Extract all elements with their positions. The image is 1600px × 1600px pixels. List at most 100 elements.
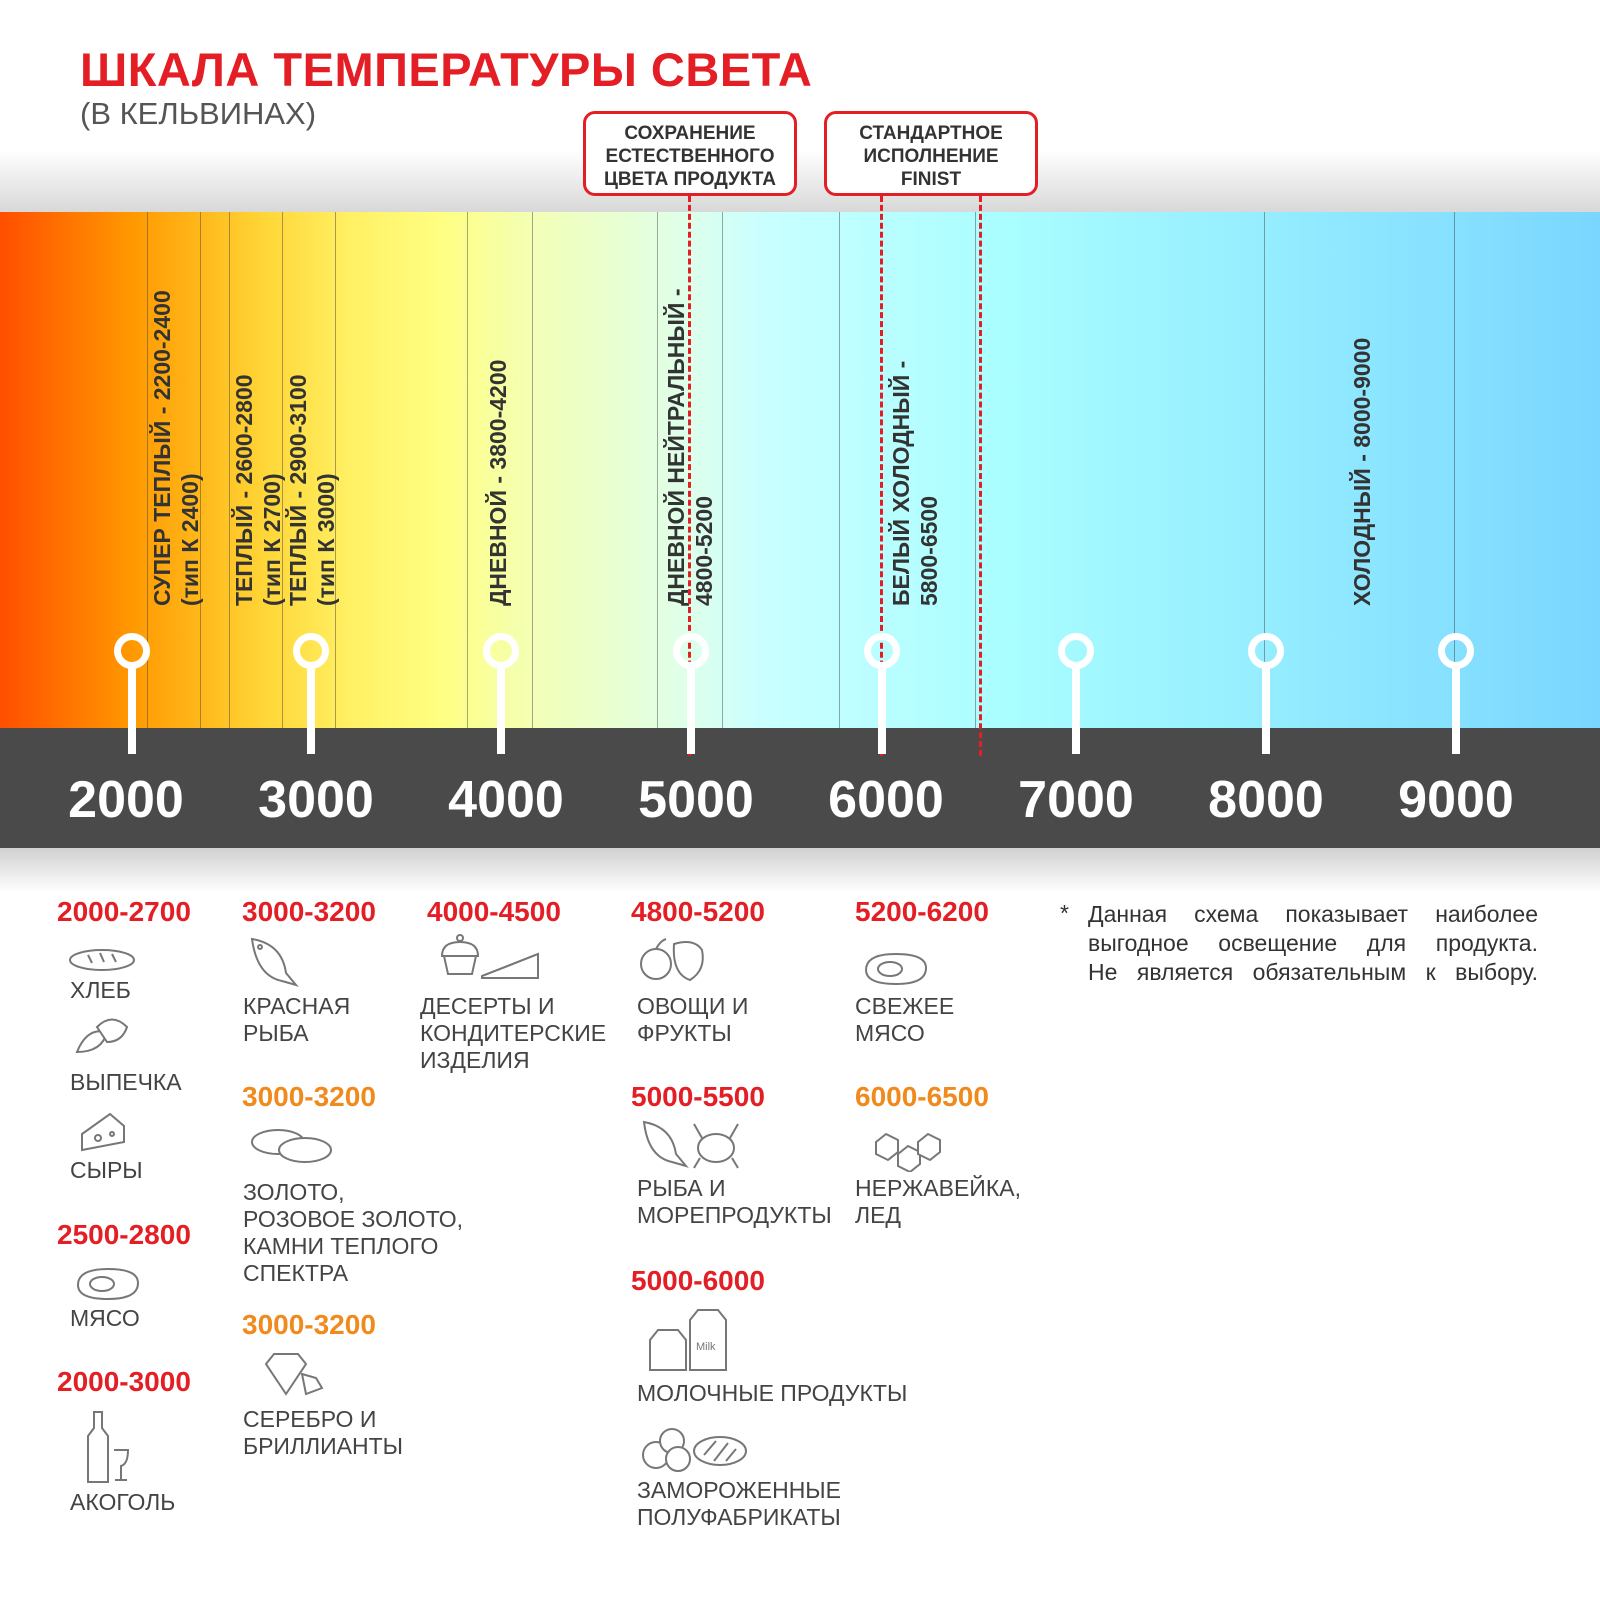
cheese-icon <box>81 1112 125 1152</box>
zone-label-warm-3000: ТЕПЛЫЙ - 2900-3100 (тип К 3000) <box>285 374 339 606</box>
range-heading: 4800-5200 <box>631 896 765 927</box>
range-heading: 6000-6500 <box>855 1081 989 1112</box>
natural-color-marker-line <box>688 196 691 756</box>
scale-pin <box>864 633 900 669</box>
fish-icon <box>250 937 299 987</box>
scale-pin <box>114 633 150 669</box>
callout-line: ЕСТЕСТВЕННОГО <box>605 146 775 167</box>
range-heading: 3000-3200 <box>242 1081 376 1112</box>
product-seafood: РЫБА И МОРЕПРОДУКТЫ <box>637 1175 832 1228</box>
alcohol-icon <box>87 1411 130 1483</box>
color-temperature-spectrum <box>0 212 1600 728</box>
scale-pin <box>483 633 519 669</box>
range-heading: 2000-3000 <box>57 1366 191 1397</box>
callout-standard-finist: СТАНДАРТНОЕ ИСПОЛНЕНИЕ FINIST <box>824 111 1038 196</box>
range-heading: 4000-4500 <box>427 896 561 927</box>
bottom-shadow <box>0 848 1600 892</box>
product-pastry: ВЫПЕЧКА <box>70 1069 182 1095</box>
scale-tick-6000: 6000 <box>828 771 944 829</box>
range-heading: 5000-5500 <box>631 1081 765 1112</box>
dairy-icon: Milk <box>649 1309 727 1371</box>
desserts-icon <box>440 934 539 979</box>
scale-pin-stem <box>1072 666 1080 754</box>
zone-divider <box>839 212 840 728</box>
zone-divider <box>200 212 201 728</box>
vegetables-fruits-icon <box>640 938 704 982</box>
svg-text:Milk: Milk <box>696 1341 716 1353</box>
product-alcohol: АКОГОЛЬ <box>70 1489 176 1515</box>
note-line: Данная схема показывает наиболее <box>1088 901 1538 927</box>
range-heading: 2500-2800 <box>57 1219 191 1250</box>
zone-label-cool-white: БЕЛЫЙ ХОЛОДНЫЙ -5800-6500 <box>888 360 942 606</box>
product-cheese: СЫРЫ <box>70 1157 143 1183</box>
zone-divider <box>147 212 148 728</box>
range-heading: 5200-6200 <box>855 896 989 927</box>
top-shadow <box>0 150 1600 212</box>
product-dairy: МОЛОЧНЫЕ ПРОДУКТЫ <box>637 1380 908 1406</box>
scale-tick-4000: 4000 <box>448 771 564 829</box>
zone-divider <box>1454 212 1455 728</box>
zone-label-super-warm: СУПЕР ТЕПЛЫЙ - 2200-2400 (тип К 2400) <box>149 290 203 606</box>
scale-pin-stem <box>878 666 886 754</box>
product-red-fish: КРАСНАЯ РЫБА <box>243 993 351 1046</box>
zone-divider <box>722 212 723 728</box>
scale-pin <box>673 633 709 669</box>
product-fresh-meat: СВЕЖЕЕ МЯСО <box>855 993 955 1046</box>
callout-line: ИСПОЛНЕНИЕ <box>863 146 999 167</box>
meat-icon <box>76 1267 140 1301</box>
scale-pin-stem <box>687 666 695 754</box>
scale-tick-9000: 9000 <box>1398 771 1514 829</box>
scale-pin-stem <box>128 666 136 754</box>
product-bread: ХЛЕБ <box>70 977 131 1003</box>
scale-tick-7000: 7000 <box>1018 771 1134 829</box>
product-vegetables: ОВОЩИ И ФРУКТЫ <box>637 993 749 1046</box>
zone-divider <box>975 212 976 728</box>
zone-label-warm-2700: ТЕПЛЫЙ - 2600-2800 (тип К 2700) <box>231 374 285 606</box>
note-line: Не является обязательным к выбору. <box>1088 959 1538 985</box>
scale-tick-2000: 2000 <box>68 771 184 829</box>
zone-divider <box>1264 212 1265 728</box>
range-heading: 3000-3200 <box>242 896 376 927</box>
scale-pin-stem <box>307 666 315 754</box>
scale-pin <box>1058 633 1094 669</box>
callout-line: СОХРАНЕНИЕ <box>624 123 756 144</box>
scale-pin <box>1248 633 1284 669</box>
product-meat: МЯСО <box>70 1305 140 1331</box>
zone-divider <box>229 212 230 728</box>
product-gold: ЗОЛОТО, РОЗОВОЕ ЗОЛОТО, КАМНИ ТЕПЛОГО СПЕКТ… <box>243 1179 463 1286</box>
page-subtitle: (В КЕЛЬВИНАХ) <box>80 96 317 131</box>
range-heading: 5000-6000 <box>631 1265 765 1296</box>
scale-pin <box>293 633 329 669</box>
bread-icon <box>69 949 135 971</box>
rings-icon <box>251 1129 332 1163</box>
callout-line: СТАНДАРТНОЕ <box>859 123 1003 144</box>
range-heading: 2000-2700 <box>57 896 191 927</box>
zone-divider <box>657 212 658 728</box>
steel-ice-icon <box>875 1132 941 1172</box>
zone-divider <box>335 212 336 728</box>
note-text: Данная схема показывает наиболее выгодное… <box>1088 900 1538 987</box>
zone-label-cold: ХОЛОДНЫЙ - 8000-9000 <box>1349 337 1375 606</box>
scale-tick-3000: 3000 <box>258 771 374 829</box>
fresh-meat-icon <box>864 952 928 986</box>
product-silver: СЕРЕБРО И БРИЛЛИАНТЫ <box>243 1406 404 1459</box>
finist-marker-line-right <box>979 196 982 756</box>
scale-pin-stem <box>1262 666 1270 754</box>
scale-pin-stem <box>1452 666 1460 754</box>
range-heading: 3000-3200 <box>242 1309 376 1340</box>
diamond-icon <box>264 1353 324 1396</box>
zone-divider <box>282 212 283 728</box>
product-steel-ice: НЕРЖАВЕЙКА, ЛЕД <box>855 1175 1021 1228</box>
scale-pin <box>1438 633 1474 669</box>
callout-line: FINIST <box>900 169 962 190</box>
zone-divider <box>532 212 533 728</box>
scale-tick-8000: 8000 <box>1208 771 1324 829</box>
pastry-icon <box>75 1018 129 1054</box>
product-desserts: ДЕСЕРТЫ И КОНДИТЕРСКИЕ ИЗДЕЛИЯ <box>420 993 607 1073</box>
zone-divider <box>467 212 468 728</box>
note-line: выгодное освещение для продукта. <box>1088 930 1538 956</box>
page-title: ШКАЛА ТЕМПЕРАТУРЫ СВЕТА <box>80 43 813 96</box>
scale-pin-stem <box>497 666 505 754</box>
seafood-icon <box>642 1120 739 1169</box>
frozen-foods-icon <box>642 1428 747 1472</box>
